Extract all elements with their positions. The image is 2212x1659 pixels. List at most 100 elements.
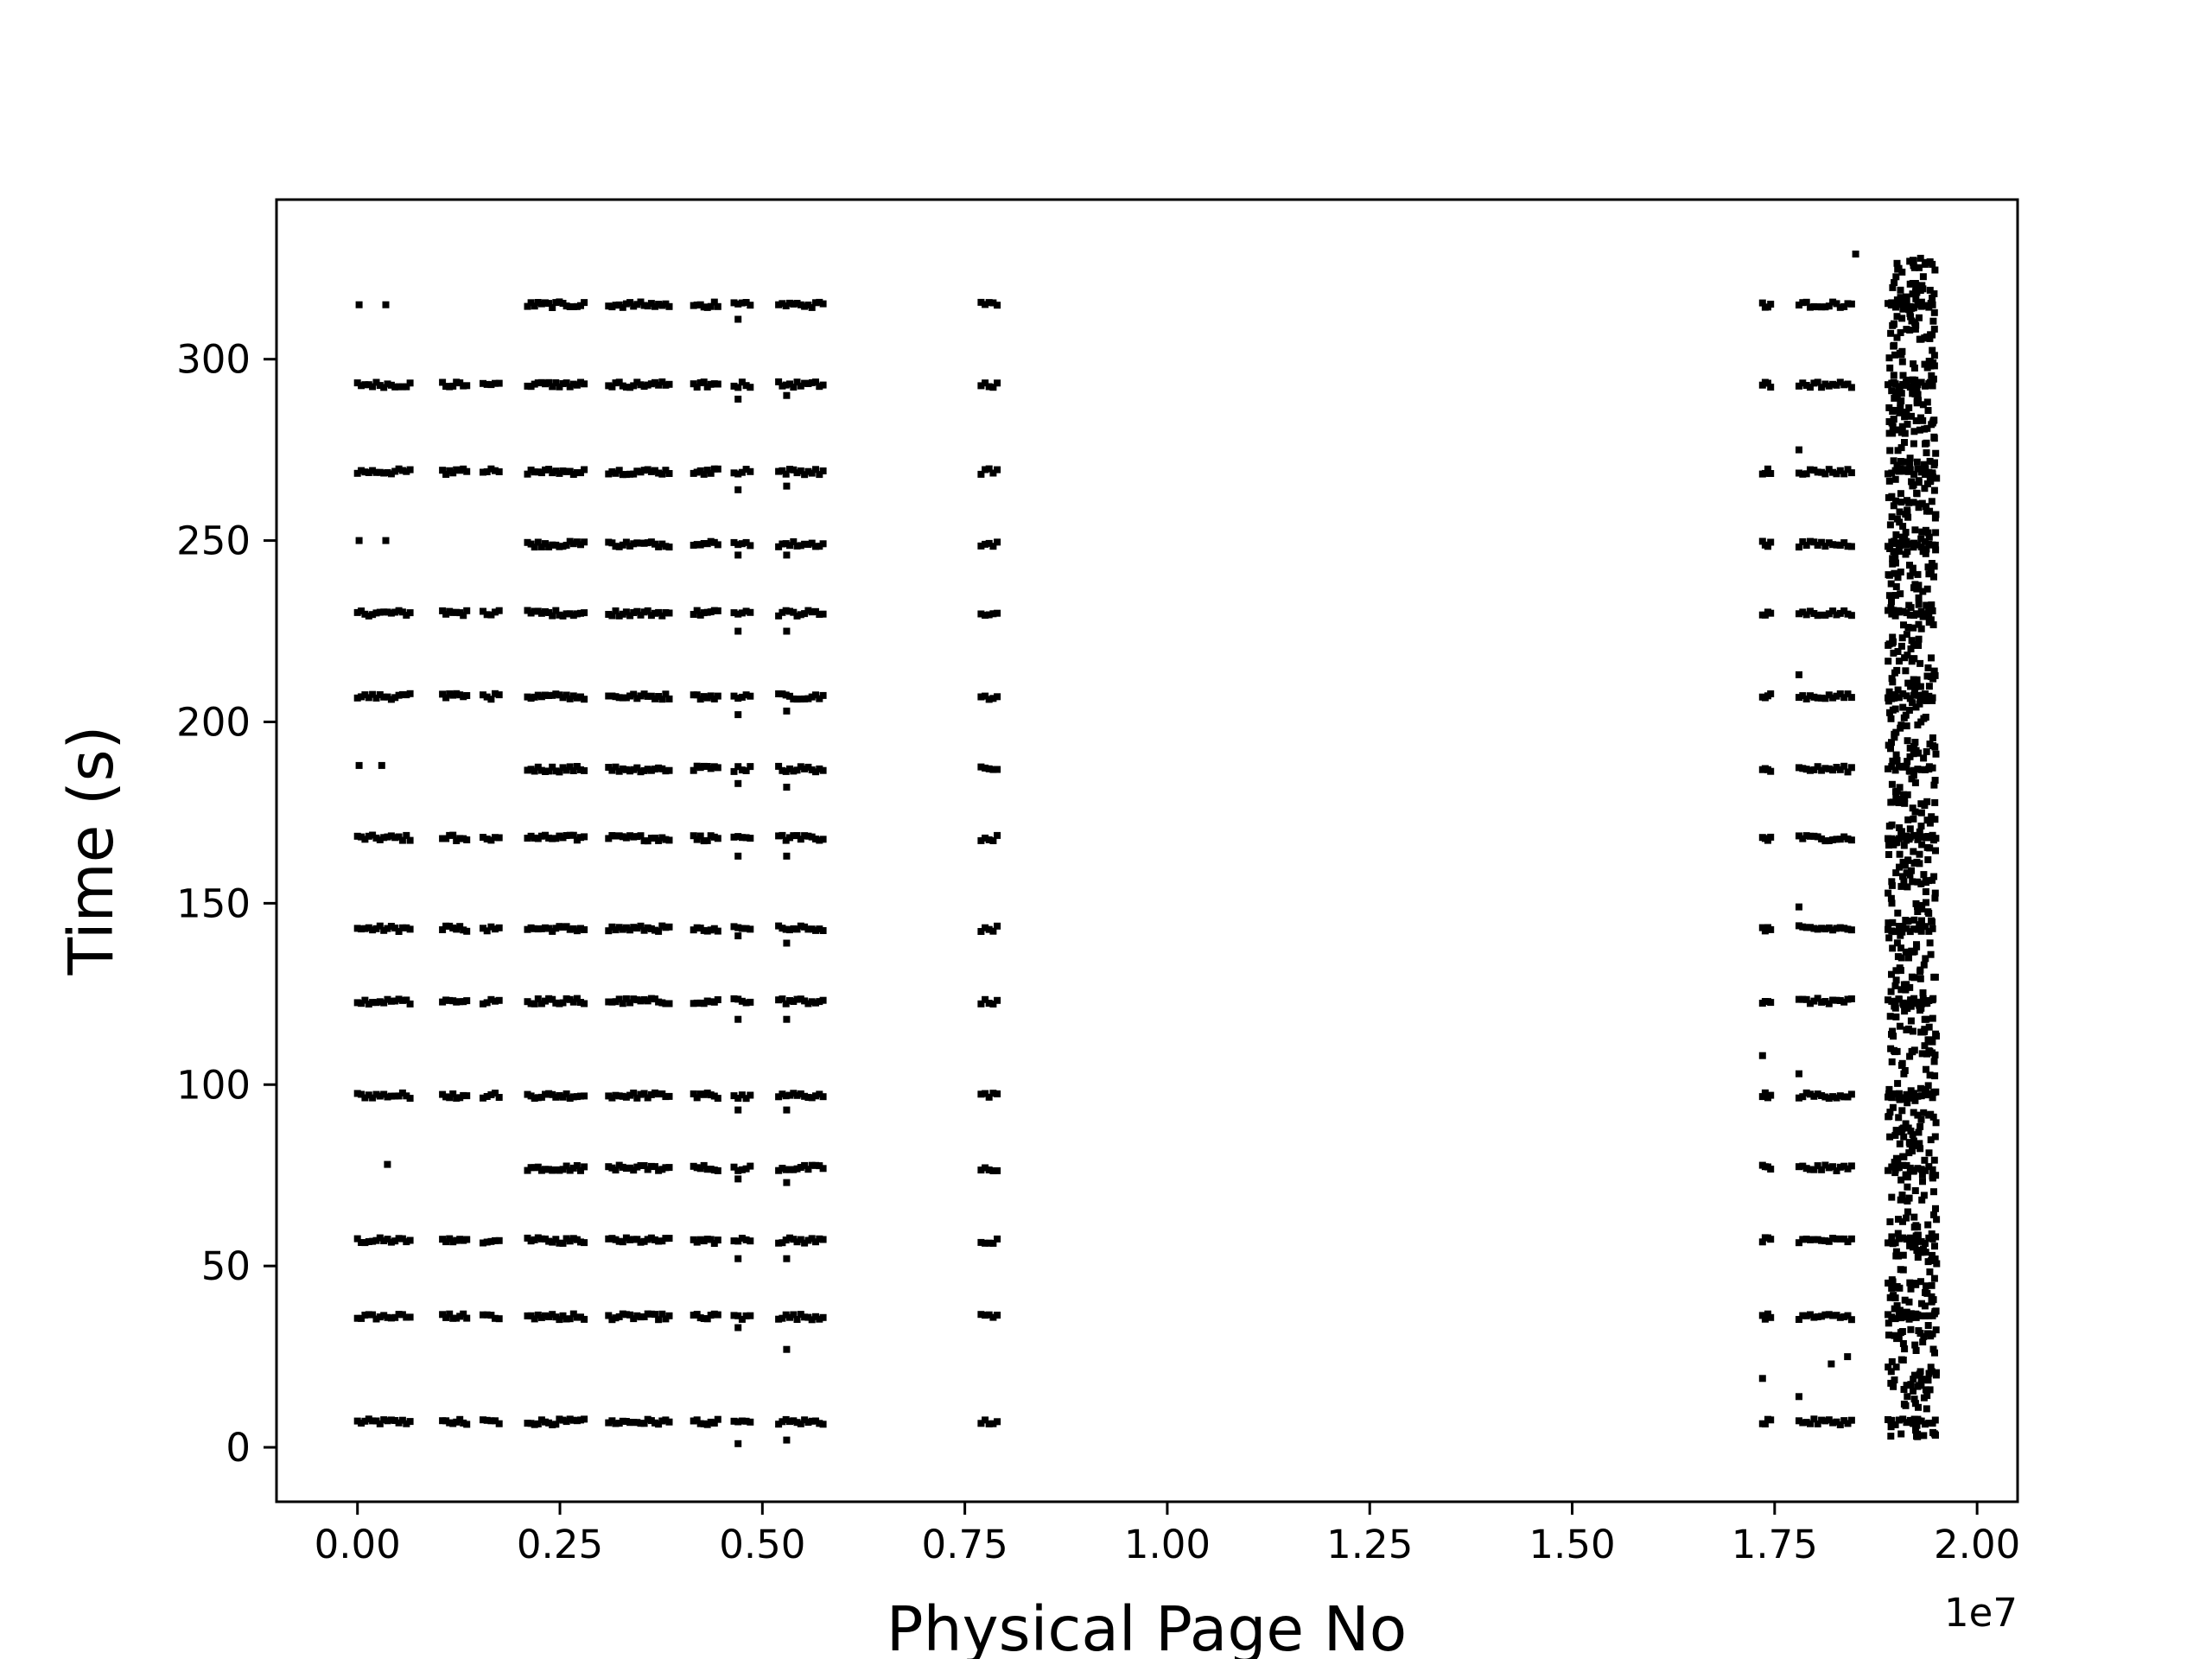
data-point: [714, 835, 721, 842]
data-point: [1928, 654, 1935, 662]
data-point: [549, 927, 556, 935]
data-point: [982, 692, 989, 700]
data-point: [1892, 1252, 1900, 1260]
data-point: [804, 1236, 812, 1244]
data-point: [786, 1313, 793, 1321]
data-point: [707, 537, 715, 545]
data-point: [361, 1094, 369, 1102]
data-point: [742, 1095, 750, 1103]
data-point: [1930, 290, 1938, 297]
data-point: [816, 836, 823, 844]
data-point: [1833, 470, 1840, 478]
data-point: [549, 1311, 556, 1319]
data-point: [1895, 1235, 1903, 1243]
data-point: [542, 1166, 549, 1173]
data-point: [1807, 384, 1814, 391]
data-point: [1840, 607, 1848, 614]
data-point: [658, 1237, 666, 1245]
data-point: [662, 543, 670, 550]
data-point: [652, 995, 658, 1003]
data-point: [652, 1419, 658, 1427]
data-point: [605, 998, 613, 1006]
data-point: [372, 834, 380, 842]
data-point: [1898, 298, 1906, 306]
data-point: [406, 1236, 414, 1244]
data-point: [391, 1313, 399, 1321]
data-point: [612, 926, 620, 934]
data-point: [626, 1311, 634, 1319]
data-point: [775, 612, 783, 620]
data-point: [549, 383, 556, 391]
data-point: [581, 380, 588, 388]
data-point: [527, 1000, 535, 1007]
data-point: [1886, 364, 1894, 372]
data-point: [742, 925, 750, 932]
data-point: [1814, 763, 1821, 771]
data-point: [608, 692, 616, 700]
data-point: [989, 1001, 997, 1007]
data-point: [985, 1311, 993, 1319]
data-point: [658, 696, 666, 703]
data-point: [1928, 1368, 1936, 1376]
data-point: [633, 378, 641, 386]
data-point: [395, 383, 403, 391]
data-point: [734, 995, 742, 1003]
data-point: [573, 469, 581, 476]
data-point: [1894, 686, 1902, 694]
data-point: [1926, 1071, 1934, 1079]
data-point: [1758, 1238, 1766, 1246]
data-point: [1767, 925, 1775, 933]
data-point: [1895, 1114, 1903, 1122]
data-point: [1829, 694, 1837, 702]
data-point: [1818, 1166, 1826, 1173]
data-point: [1888, 387, 1896, 395]
data-point: [1921, 334, 1929, 342]
data-point: [1818, 384, 1826, 391]
data-point: [542, 997, 549, 1005]
data-point: [1894, 426, 1902, 434]
data-point: [1900, 1070, 1908, 1077]
data-point: [577, 1166, 584, 1174]
data-point: [1904, 548, 1911, 556]
data-point: [1821, 1093, 1829, 1101]
data-point: [1894, 1230, 1902, 1237]
data-point: [1899, 305, 1907, 313]
data-point: [463, 467, 471, 475]
data-point: [812, 378, 819, 386]
data-point: [734, 1312, 742, 1319]
data-point: [1909, 804, 1916, 812]
data-point: [1929, 317, 1937, 325]
data-point: [612, 302, 620, 309]
data-point: [1888, 997, 1896, 1005]
data-point: [1924, 1221, 1932, 1229]
data-point: [804, 1166, 812, 1173]
data-point: [633, 1236, 641, 1243]
data-point: [1829, 836, 1837, 843]
data-point: [1896, 964, 1904, 972]
data-point: [652, 378, 658, 386]
data-point: [1897, 539, 1904, 547]
data-point: [487, 611, 495, 619]
data-point: [1917, 378, 1925, 386]
data-point: [779, 1239, 786, 1247]
data-point: [985, 465, 993, 473]
data-point: [985, 299, 993, 307]
data-point: [1758, 1052, 1766, 1059]
data-point: [569, 1164, 577, 1172]
data-point: [1913, 941, 1920, 949]
data-point: [1825, 1164, 1833, 1172]
data-point: [1814, 303, 1821, 311]
data-point: [797, 763, 804, 771]
data-point: [1912, 1141, 1920, 1149]
data-point: [1905, 707, 1913, 714]
data-point: [786, 1091, 793, 1099]
data-point: [1833, 1312, 1840, 1319]
data-point: [640, 539, 648, 547]
data-point: [442, 922, 450, 930]
data-point: [793, 1238, 801, 1246]
data-point: [384, 1160, 391, 1168]
data-point: [1913, 458, 1921, 466]
data-point: [1888, 1193, 1896, 1201]
data-point: [1917, 298, 1925, 306]
